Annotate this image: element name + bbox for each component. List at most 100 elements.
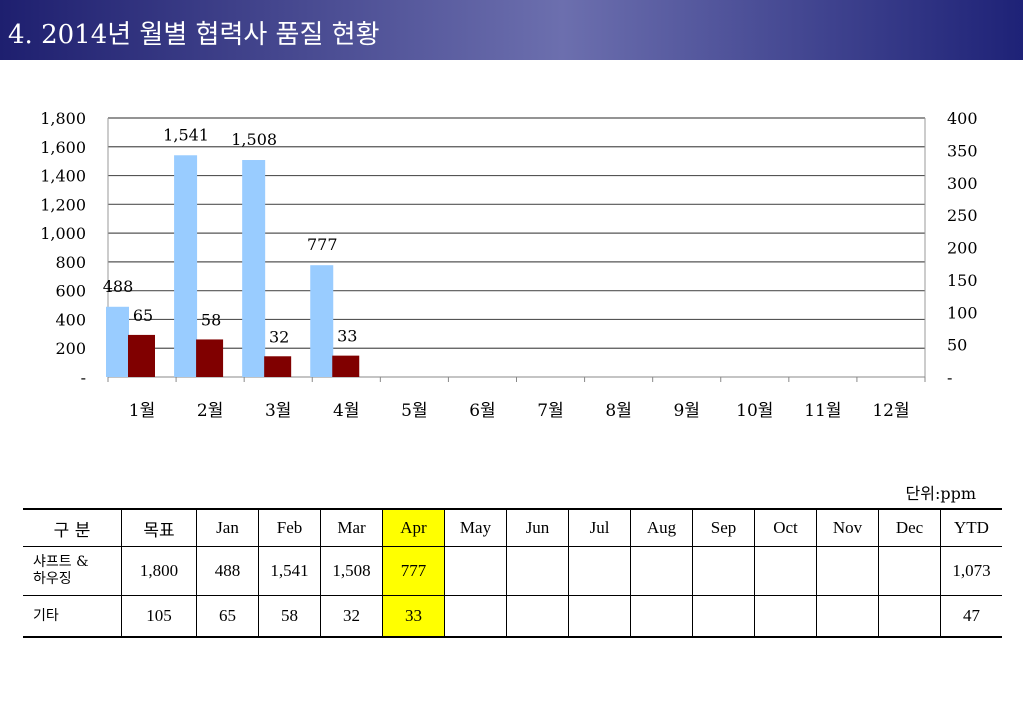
table-cell [630, 546, 693, 596]
x-tick-label: 11월 [804, 401, 841, 421]
header-mar: Mar [320, 508, 383, 547]
x-tick-label: 2월 [197, 401, 223, 421]
table-cell [754, 595, 817, 638]
data-label: 65 [133, 306, 153, 325]
row-label: 샤프트 & 하우징 [23, 546, 122, 596]
y-tick-label: 200 [55, 339, 86, 358]
table-row: 기타 105 65 58 32 33 47 [23, 595, 1002, 638]
quality-table: 구 분 목표 Jan Feb Mar Apr May Jun Jul Aug S… [23, 508, 1002, 638]
data-label: 777 [307, 235, 338, 254]
y2-tick-label: 350 [947, 141, 978, 160]
table-cell [754, 546, 817, 596]
data-label: 1,541 [163, 125, 209, 144]
row-label: 기타 [23, 595, 122, 638]
y-tick-label: 400 [55, 310, 86, 329]
header-may: May [444, 508, 507, 547]
page-title: 4. 2014년 월별 협력사 품질 현황 [8, 20, 380, 50]
table-cell: 777 [382, 546, 445, 596]
y2-tick-label: 150 [947, 271, 978, 290]
header-target: 목표 [121, 508, 197, 547]
table-cell [878, 546, 941, 596]
table-cell [506, 546, 569, 596]
table-cell: 58 [258, 595, 321, 638]
x-tick-label: 1월 [129, 401, 155, 421]
x-tick-label: 9월 [673, 401, 699, 421]
data-label: 58 [201, 310, 221, 329]
bar-series2 [196, 339, 224, 377]
x-tick-label: 5월 [401, 401, 427, 421]
title-bar: 4. 2014년 월별 협력사 품질 현황 [0, 0, 1023, 60]
table-cell: 1,541 [258, 546, 321, 596]
header-category: 구 분 [23, 508, 122, 547]
table-cell [692, 595, 755, 638]
unit-label: 단위:ppm [905, 484, 977, 503]
y2-tick-label: 200 [947, 239, 978, 258]
table-cell: 65 [196, 595, 259, 638]
header-feb: Feb [258, 508, 321, 547]
table-header-row: 구 분 목표 Jan Feb Mar Apr May Jun Jul Aug S… [23, 508, 1002, 547]
header-aug: Aug [630, 508, 693, 547]
y-tick-label: 1,200 [40, 195, 86, 214]
table-cell [444, 546, 507, 596]
bar-series1 [242, 160, 266, 377]
table-cell [878, 595, 941, 638]
table-cell: 1,073 [940, 546, 1002, 596]
y-tick-label: 800 [55, 253, 86, 272]
table-cell [506, 595, 569, 638]
table-cell: 1,800 [121, 546, 197, 596]
x-tick-label: 8월 [605, 401, 631, 421]
y2-tick-label: 300 [947, 174, 978, 193]
y2-tick-label: - [947, 368, 952, 387]
y2-tick-label: 50 [947, 336, 967, 355]
header-sep: Sep [692, 508, 755, 547]
table-cell [568, 546, 631, 596]
y2-tick-label: 400 [947, 109, 978, 128]
bar-series1 [310, 265, 334, 377]
data-label: 1,508 [231, 130, 277, 149]
table-cell: 105 [121, 595, 197, 638]
y2-tick-label: 250 [947, 206, 978, 225]
header-jul: Jul [568, 508, 631, 547]
y2-tick-label: 100 [947, 303, 978, 322]
x-tick-label: 6월 [469, 401, 495, 421]
row-label-line: 샤프트 & [33, 554, 89, 570]
header-apr: Apr [382, 508, 445, 547]
table-cell: 47 [940, 595, 1002, 638]
x-tick-label: 4월 [333, 401, 359, 421]
header-jan: Jan [196, 508, 259, 547]
data-label: 33 [337, 327, 357, 346]
bar-series2 [332, 355, 360, 377]
row-label-line: 하우징 [33, 571, 72, 587]
table-cell: 32 [320, 595, 383, 638]
table-cell [568, 595, 631, 638]
bar-series2 [264, 356, 292, 377]
y-tick-label: 1,800 [40, 109, 86, 128]
header-ytd: YTD [940, 508, 1002, 547]
bar-series2 [128, 334, 155, 377]
table-cell: 1,508 [320, 546, 383, 596]
y-tick-label: 1,600 [40, 138, 86, 157]
table-cell: 488 [196, 546, 259, 596]
header-nov: Nov [816, 508, 879, 547]
x-tick-label: 10월 [736, 401, 773, 421]
table-cell [692, 546, 755, 596]
data-label: 488 [103, 277, 134, 296]
bar-series1 [106, 306, 129, 377]
data-label: 32 [269, 327, 289, 346]
table-cell: 33 [382, 595, 445, 638]
table-cell [630, 595, 693, 638]
table-cell [816, 595, 879, 638]
x-tick-label: 7월 [537, 401, 563, 421]
header-jun: Jun [506, 508, 569, 547]
table-row: 샤프트 & 하우징 1,800 488 1,541 1,508 777 1,073 [23, 546, 1002, 596]
bar-chart: - 200 400 600 800 1,000 1,200 1,400 1,600 1,800 - 5… [40, 109, 978, 421]
table-cell [444, 595, 507, 638]
header-dec: Dec [878, 508, 941, 547]
y-tick-label: 1,000 [40, 224, 86, 243]
y-tick-label: - [81, 368, 86, 387]
x-tick-label: 3월 [265, 401, 291, 421]
y-tick-label: 1,400 [40, 167, 86, 186]
x-tick-label: 12월 [872, 401, 909, 421]
y-tick-label: 600 [55, 282, 86, 301]
bar-series1 [174, 155, 198, 377]
